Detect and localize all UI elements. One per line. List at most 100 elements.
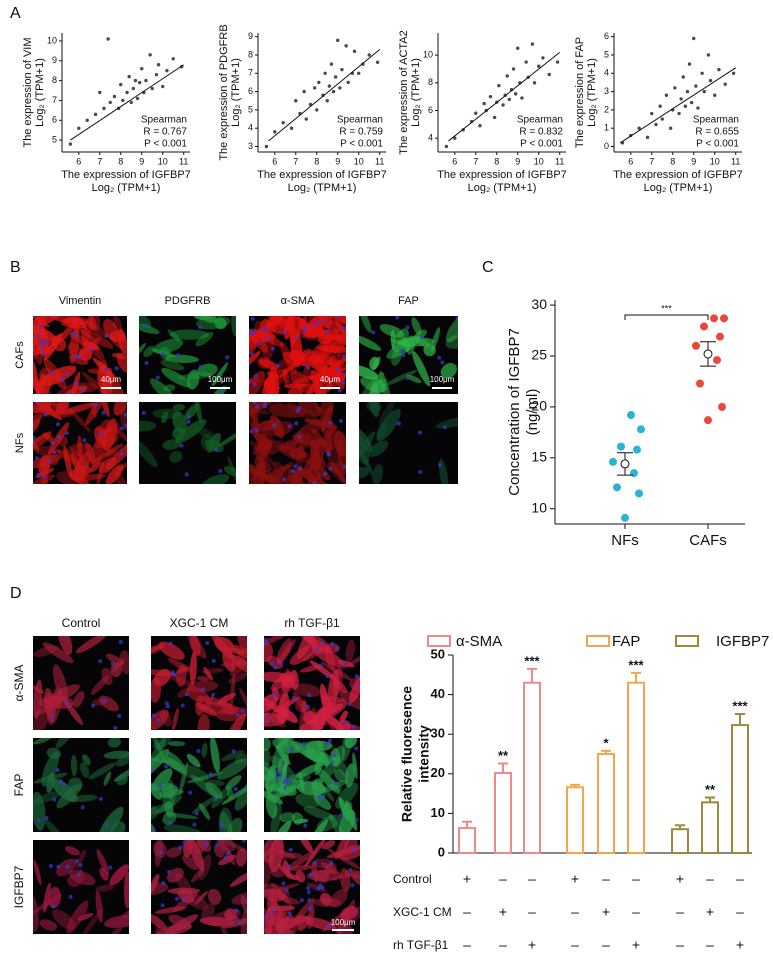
- error-bar: [631, 671, 641, 683]
- cell: [412, 350, 431, 387]
- nucleus: [353, 746, 358, 751]
- x-tick-label: 6: [76, 156, 81, 166]
- x-tick-label: 9: [515, 156, 520, 166]
- nucleus: [371, 330, 376, 335]
- nucleus: [261, 327, 266, 332]
- point: [85, 118, 89, 122]
- cells: [359, 316, 458, 394]
- nucleus: [341, 660, 346, 665]
- nucleus: [167, 869, 172, 874]
- point: [713, 356, 721, 365]
- cell: [411, 317, 422, 336]
- condition-sign: +: [632, 937, 640, 953]
- fit-line: [70, 64, 184, 141]
- nucleus: [80, 805, 85, 810]
- point: [156, 63, 161, 67]
- cell: [307, 383, 334, 394]
- nucleus: [303, 325, 308, 330]
- nucleus: [297, 434, 302, 439]
- cell: [272, 848, 296, 858]
- nucleus: [215, 842, 220, 847]
- y-tick-label: 20: [431, 765, 445, 780]
- nucleus: [176, 353, 181, 358]
- cell: [110, 662, 122, 678]
- nucleus: [263, 404, 268, 409]
- nucleus: [47, 458, 52, 463]
- point: [453, 136, 457, 140]
- nucleus: [354, 674, 359, 679]
- cell: [287, 386, 303, 394]
- cell: [172, 404, 186, 411]
- point: [692, 341, 700, 350]
- point: [718, 402, 726, 411]
- cell: [391, 348, 402, 366]
- condition-label: XGC-1 CM: [393, 905, 452, 919]
- nucleus: [104, 333, 109, 338]
- condition-sign: –: [463, 937, 471, 953]
- point: [673, 86, 677, 90]
- cell: [316, 345, 346, 353]
- annotation: Spearman: [141, 115, 187, 126]
- point: [706, 53, 711, 57]
- nucleus: [286, 864, 291, 869]
- nucleus: [42, 474, 47, 479]
- cell: [195, 427, 216, 439]
- cell: [195, 840, 211, 853]
- cell: [53, 383, 79, 394]
- point: [317, 80, 321, 85]
- cell: [223, 466, 236, 477]
- cell: [169, 450, 183, 463]
- cell: [317, 375, 346, 394]
- point: [668, 126, 673, 130]
- cell: [270, 714, 286, 728]
- cell: [221, 750, 245, 762]
- bar: [701, 801, 719, 855]
- point: [323, 71, 327, 75]
- nucleus: [211, 692, 216, 697]
- nucleus: [208, 772, 213, 777]
- cell: [334, 430, 346, 457]
- cell: [91, 443, 124, 464]
- micrograph: [249, 316, 346, 394]
- cell: [153, 841, 167, 858]
- nucleus: [117, 713, 122, 718]
- cell: [270, 802, 282, 832]
- cell: [234, 779, 247, 811]
- cell: [329, 813, 349, 832]
- cell: [201, 742, 208, 758]
- nucleus: [308, 906, 313, 911]
- cell: [186, 686, 210, 704]
- scale-bar-label: 100μm: [331, 918, 356, 927]
- cell: [194, 402, 203, 424]
- cell: [44, 819, 65, 832]
- cell: [319, 755, 341, 784]
- nucleus: [119, 451, 124, 456]
- cell: [168, 914, 192, 930]
- nucleus: [70, 331, 75, 336]
- cells: [264, 738, 359, 832]
- y-axis-label: The expression of FAP: [574, 37, 586, 148]
- cell: [205, 782, 223, 799]
- point: [537, 64, 541, 68]
- cell: [139, 323, 160, 335]
- point: [555, 60, 560, 64]
- point: [696, 379, 704, 388]
- annotation: P < 0.001: [696, 139, 739, 150]
- nucleus: [294, 421, 299, 426]
- point: [273, 130, 277, 134]
- cell: [295, 442, 304, 479]
- y-tick-label: 10: [423, 50, 433, 60]
- cell: [193, 891, 208, 906]
- point: [687, 62, 692, 66]
- condition-sign: +: [499, 904, 507, 920]
- point: [637, 425, 645, 434]
- cells: [264, 636, 360, 730]
- cell: [445, 334, 458, 349]
- cell: [151, 882, 169, 896]
- cell: [282, 351, 296, 365]
- nucleus: [288, 847, 293, 852]
- point: [161, 84, 165, 89]
- column-label: PDGFRB: [165, 295, 211, 307]
- cell: [201, 902, 215, 923]
- cell: [42, 642, 74, 664]
